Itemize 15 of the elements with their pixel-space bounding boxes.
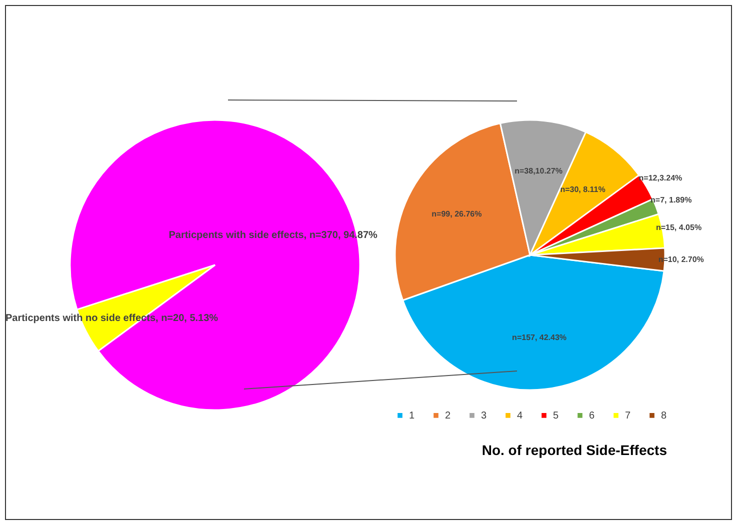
legend-label: 1 [409, 410, 415, 422]
legend-label: 6 [589, 410, 595, 422]
data-label: n=12,3.24% [638, 174, 682, 183]
legend-label: 4 [517, 410, 523, 422]
data-label: n=7, 1.89% [650, 196, 692, 205]
legend-label: 2 [445, 410, 451, 422]
data-label: n=38,10.27% [514, 166, 562, 176]
legend-label: 7 [625, 410, 631, 422]
data-label: n=30, 8.11% [560, 185, 606, 194]
data-label: n=99, 26.76% [432, 210, 482, 219]
legend-label: 8 [661, 410, 667, 422]
data-label: n=157, 42.43% [512, 333, 567, 342]
legend-label: 3 [481, 410, 487, 422]
legend-label: 5 [553, 410, 559, 422]
legend-title: No. of reported Side-Effects [482, 442, 668, 458]
